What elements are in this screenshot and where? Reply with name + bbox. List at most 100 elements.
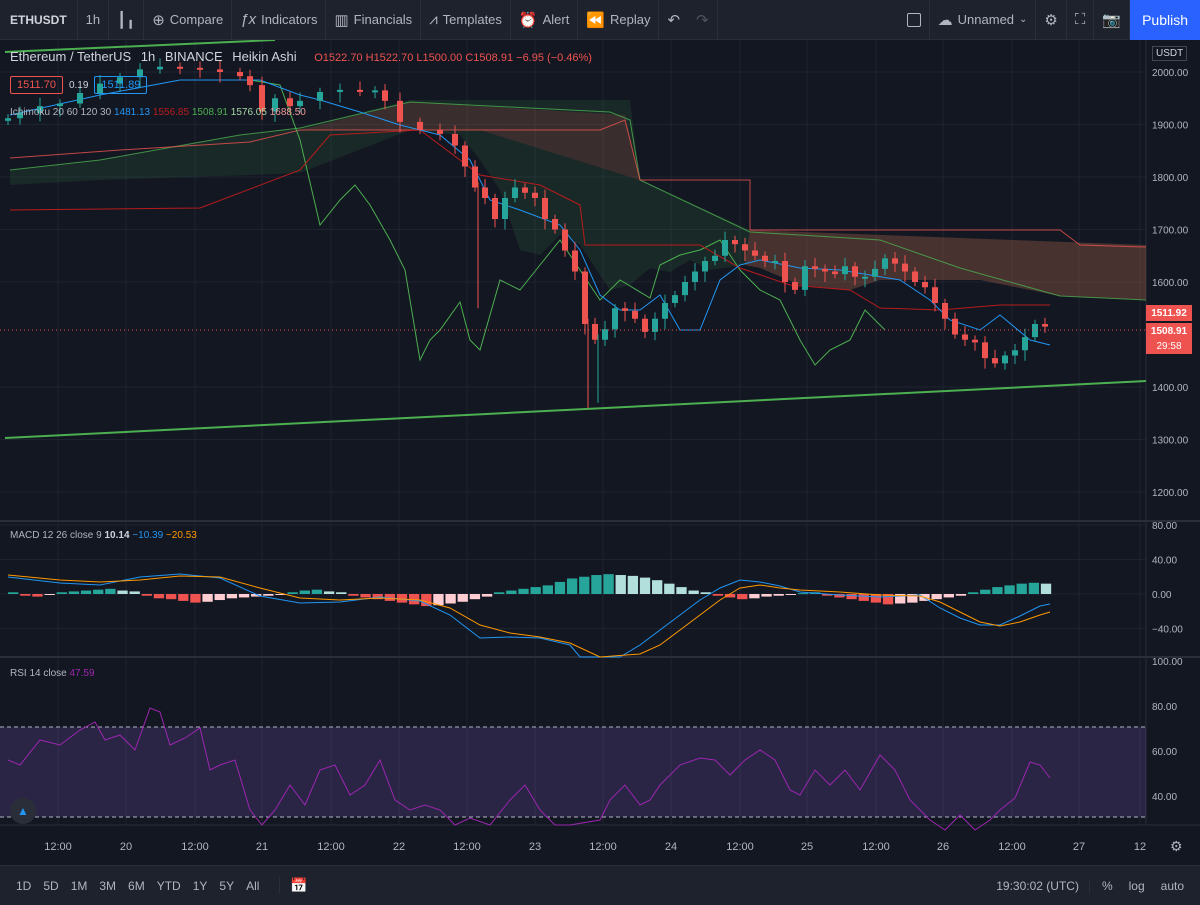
candle[interactable] bbox=[532, 186, 538, 207]
candle[interactable] bbox=[397, 92, 403, 133]
candle[interactable] bbox=[437, 123, 443, 141]
candle[interactable] bbox=[97, 75, 103, 100]
macd-legend[interactable]: MACD 12 26 close 9 10.14 −10.39 −20.53 bbox=[10, 530, 197, 541]
macd-pane[interactable] bbox=[8, 574, 1052, 607]
candle[interactable] bbox=[587, 318, 599, 408]
currency-label[interactable]: USDT bbox=[1152, 46, 1188, 61]
undo-button[interactable]: ↶ bbox=[659, 0, 688, 40]
candle[interactable] bbox=[1032, 319, 1038, 342]
candle[interactable] bbox=[382, 84, 388, 110]
bid-button[interactable]: 1511.70 bbox=[10, 76, 63, 94]
settings-button[interactable]: ⚙ bbox=[1036, 0, 1067, 40]
redo-button[interactable]: ↷ bbox=[688, 0, 718, 40]
candle[interactable] bbox=[852, 262, 858, 286]
candle[interactable] bbox=[522, 183, 528, 200]
candle[interactable] bbox=[802, 259, 808, 297]
macd-axis[interactable]: 80.00 40.00 0.00 −40.00 bbox=[1152, 521, 1183, 636]
candle[interactable] bbox=[742, 237, 748, 261]
candle[interactable] bbox=[572, 242, 578, 280]
range-5y-button[interactable]: 5Y bbox=[219, 878, 235, 893]
candle[interactable] bbox=[792, 277, 798, 295]
candle[interactable] bbox=[782, 252, 788, 293]
candle[interactable] bbox=[317, 87, 323, 110]
trend-line-top[interactable] bbox=[4, 40, 276, 53]
tradingview-logo[interactable]: ▲ bbox=[10, 798, 36, 824]
candle[interactable] bbox=[812, 257, 818, 278]
candle[interactable] bbox=[297, 92, 303, 113]
candle[interactable] bbox=[672, 290, 678, 308]
candle[interactable] bbox=[37, 97, 43, 122]
candle[interactable] bbox=[77, 86, 83, 108]
candle[interactable] bbox=[197, 61, 203, 78]
legend-title[interactable]: Ethereum / TetherUS bbox=[10, 49, 132, 64]
candle[interactable] bbox=[1042, 317, 1048, 333]
candle[interactable] bbox=[622, 301, 628, 322]
fullscreen-button[interactable]: ⛶ bbox=[1067, 0, 1095, 40]
range-5d-button[interactable]: 5D bbox=[43, 878, 59, 893]
candle[interactable] bbox=[722, 231, 728, 263]
candle[interactable] bbox=[592, 317, 598, 344]
templates-button[interactable]: ⩘ Templates bbox=[421, 0, 511, 40]
candle[interactable] bbox=[552, 214, 558, 234]
candle[interactable] bbox=[662, 294, 668, 330]
candle[interactable] bbox=[417, 117, 423, 134]
publish-button[interactable]: Publish bbox=[1130, 0, 1200, 40]
candle[interactable] bbox=[822, 264, 828, 282]
candles[interactable] bbox=[5, 58, 1048, 408]
candle[interactable] bbox=[472, 160, 478, 192]
log-scale-toggle[interactable]: log bbox=[1128, 878, 1145, 893]
candle[interactable] bbox=[882, 254, 888, 276]
candle[interactable] bbox=[872, 260, 878, 281]
candle[interactable] bbox=[862, 270, 868, 288]
replay-button[interactable]: ⏪ Replay bbox=[578, 0, 660, 40]
candle[interactable] bbox=[712, 249, 718, 266]
range-1y-button[interactable]: 1Y bbox=[192, 878, 208, 893]
candle[interactable] bbox=[952, 312, 958, 339]
candle[interactable] bbox=[562, 223, 568, 257]
rsi-legend[interactable]: RSI 14 close 47.59 bbox=[10, 668, 95, 679]
time-axis[interactable]: 12:00 20 12:00 21 12:00 22 12:00 23 12:00 24 12:00… bbox=[44, 841, 1146, 853]
candle[interactable] bbox=[542, 189, 548, 230]
candle[interactable] bbox=[1012, 343, 1018, 364]
select-layout-checkbox[interactable] bbox=[899, 0, 930, 40]
candle[interactable] bbox=[177, 62, 183, 75]
chart-settings-gear-icon[interactable]: ⚙ bbox=[1170, 838, 1183, 854]
candle[interactable] bbox=[642, 314, 648, 339]
range-6m-button[interactable]: 6M bbox=[128, 878, 145, 893]
candle[interactable] bbox=[762, 251, 768, 268]
candle[interactable] bbox=[217, 60, 223, 83]
candle[interactable] bbox=[492, 193, 498, 228]
candle[interactable] bbox=[982, 336, 988, 369]
candle[interactable] bbox=[287, 91, 293, 111]
candle[interactable] bbox=[632, 302, 638, 323]
candle[interactable] bbox=[682, 275, 688, 302]
candle[interactable] bbox=[692, 263, 698, 291]
ask-button[interactable]: 1511.89 bbox=[94, 76, 148, 94]
candle[interactable] bbox=[259, 76, 265, 120]
candle[interactable] bbox=[902, 255, 908, 282]
candle[interactable] bbox=[962, 326, 968, 347]
goto-date-icon[interactable]: 📅 bbox=[279, 877, 308, 894]
percent-scale-toggle[interactable]: % bbox=[1088, 878, 1119, 893]
candle[interactable] bbox=[932, 278, 938, 312]
candle[interactable] bbox=[462, 141, 468, 177]
candle[interactable] bbox=[702, 256, 708, 282]
range-1d-button[interactable]: 1D bbox=[16, 878, 32, 893]
range-1m-button[interactable]: 1M bbox=[70, 878, 88, 893]
range-3m-button[interactable]: 3M bbox=[99, 878, 117, 893]
chart-style-button[interactable]: ┃╻ bbox=[109, 0, 145, 40]
chart-area[interactable]: 2000.00 1900.00 1800.00 1700.00 1600.00 1400.… bbox=[0, 40, 1200, 865]
range-all-button[interactable]: All bbox=[246, 878, 260, 893]
candle[interactable] bbox=[1002, 351, 1008, 370]
candle[interactable] bbox=[17, 106, 23, 125]
range-ytd-button[interactable]: YTD bbox=[156, 878, 181, 893]
candle[interactable] bbox=[752, 242, 758, 260]
candle[interactable] bbox=[922, 275, 928, 294]
candle[interactable] bbox=[157, 58, 163, 74]
candle[interactable] bbox=[772, 254, 778, 270]
candle[interactable] bbox=[912, 267, 918, 287]
candle[interactable] bbox=[512, 179, 518, 203]
trend-line[interactable] bbox=[4, 380, 1147, 439]
candle[interactable] bbox=[652, 312, 658, 341]
chart-canvas[interactable]: 2000.00 1900.00 1800.00 1700.00 1600.00 1400.… bbox=[0, 40, 1200, 865]
